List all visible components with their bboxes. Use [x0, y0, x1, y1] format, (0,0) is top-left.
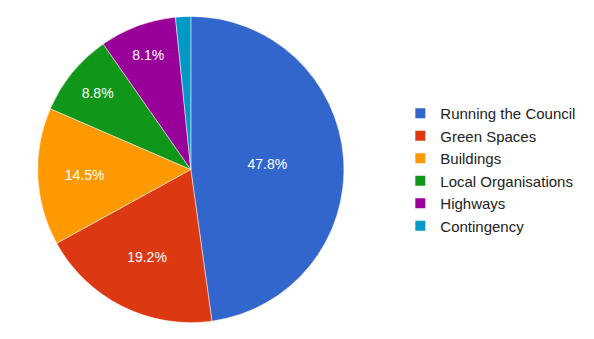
svg-text:19.2%: 19.2% [127, 249, 167, 265]
svg-text:Highways: Highways [440, 195, 505, 212]
svg-text:47.8%: 47.8% [247, 156, 287, 172]
svg-text:8.8%: 8.8% [82, 85, 114, 101]
svg-text:8.1%: 8.1% [132, 47, 164, 63]
svg-text:Buildings: Buildings [440, 150, 501, 167]
svg-text:Local Organisations: Local Organisations [440, 173, 573, 190]
svg-text:Contingency: Contingency [440, 218, 524, 235]
svg-text:Green Spaces: Green Spaces [440, 128, 536, 145]
svg-text:Running the Council: Running the Council [440, 105, 575, 122]
svg-text:14.5%: 14.5% [65, 167, 105, 183]
